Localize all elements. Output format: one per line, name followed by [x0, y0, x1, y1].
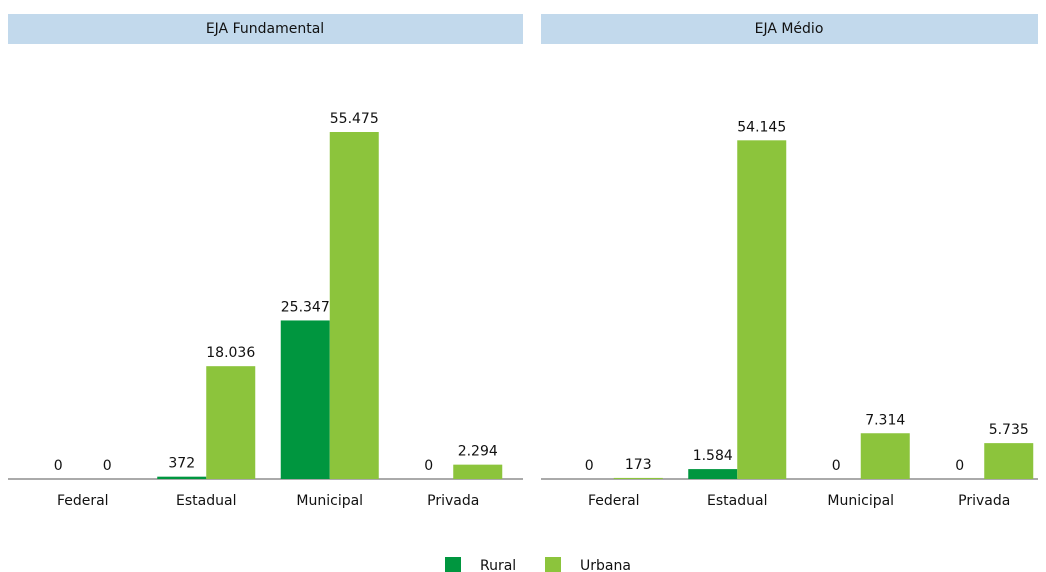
- bar: [157, 476, 207, 479]
- x-tick-label: Municipal: [296, 493, 363, 509]
- data-label: 0: [54, 458, 63, 474]
- bar: [860, 433, 910, 479]
- data-label: 0: [424, 458, 433, 474]
- bar: [688, 469, 738, 479]
- data-label: 54.145: [737, 119, 786, 135]
- data-label: 7.314: [865, 412, 905, 428]
- data-label: 55.475: [330, 111, 379, 127]
- bar: [984, 443, 1034, 479]
- bar: [280, 320, 330, 479]
- chart-title: EJA Fundamental: [206, 21, 324, 37]
- data-label: 25.347: [281, 299, 330, 315]
- legend-swatch: [445, 557, 461, 572]
- bar: [453, 464, 503, 479]
- x-tick-label: Federal: [57, 493, 109, 509]
- panel-header: [8, 14, 523, 44]
- legend-label: Rural: [480, 558, 516, 572]
- data-label: 372: [168, 456, 195, 472]
- data-label: 5.735: [989, 422, 1029, 438]
- x-tick-label: Municipal: [827, 493, 894, 509]
- x-tick-label: Privada: [427, 493, 479, 509]
- data-label: 1.584: [693, 448, 733, 464]
- data-label: 173: [625, 457, 652, 473]
- bar: [613, 477, 663, 479]
- chart-title: EJA Médio: [755, 21, 824, 37]
- data-label: 0: [103, 458, 112, 474]
- legend-label: Urbana: [580, 558, 631, 572]
- data-label: 2.294: [458, 444, 498, 460]
- legend-swatch: [545, 557, 561, 572]
- data-label: 18.036: [206, 345, 255, 361]
- bar: [737, 140, 787, 479]
- bar: [329, 132, 379, 479]
- x-tick-label: Privada: [958, 493, 1010, 509]
- data-label: 0: [832, 458, 841, 474]
- bar: [206, 366, 256, 479]
- x-tick-label: Federal: [588, 493, 640, 509]
- x-tick-label: Estadual: [176, 493, 236, 509]
- data-label: 0: [955, 458, 964, 474]
- data-label: 0: [585, 458, 594, 474]
- x-tick-label: Estadual: [707, 493, 767, 509]
- panel-header: [541, 14, 1038, 44]
